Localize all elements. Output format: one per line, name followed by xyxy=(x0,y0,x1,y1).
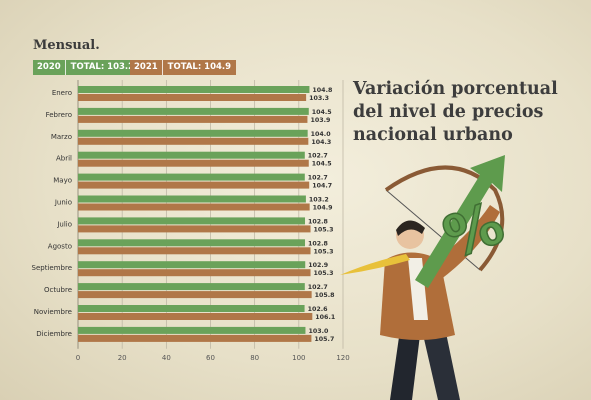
data-label-2020: 104.0 xyxy=(311,131,332,138)
data-label-2021: 105.7 xyxy=(314,336,334,343)
data-label-2021: 103.3 xyxy=(309,95,329,102)
category-label: Mayo xyxy=(53,177,72,185)
leg-left xyxy=(390,330,420,400)
bar-2020 xyxy=(78,107,309,115)
x-tick-label: 120 xyxy=(336,354,349,362)
data-label-2020: 102.8 xyxy=(308,240,328,247)
data-label-2021: 104.3 xyxy=(311,139,331,146)
chart-title: Variación porcentual del nivel de precio… xyxy=(353,78,583,147)
bar-2020 xyxy=(78,86,310,93)
arm xyxy=(430,205,500,280)
bar-2020 xyxy=(78,195,306,203)
title-line-1: Variación porcentual xyxy=(353,79,558,99)
bar-2021 xyxy=(78,94,307,101)
bar-2020 xyxy=(78,261,306,269)
category-label: Agosto xyxy=(48,242,72,250)
category-label: Junio xyxy=(54,199,72,207)
bar-2020 xyxy=(78,305,305,312)
bar-2021 xyxy=(78,269,311,277)
category-label: Octubre xyxy=(44,286,72,294)
bar-2020 xyxy=(78,239,306,247)
x-tick-label: 0 xyxy=(76,354,80,362)
legend-2020: 2020 TOTAL: 103.2 xyxy=(33,60,140,75)
x-tick-label: 20 xyxy=(118,354,127,362)
legend-2021-total: TOTAL: 104.9 xyxy=(161,60,236,75)
bar-2021 xyxy=(78,159,309,167)
data-label-2021: 105.3 xyxy=(314,270,334,277)
data-label-2021: 104.9 xyxy=(313,205,333,212)
data-label-2020: 104.5 xyxy=(312,109,332,116)
bar-2021 xyxy=(78,334,312,342)
category-label: Abril xyxy=(56,155,72,163)
hair xyxy=(396,220,425,236)
data-label-2020: 102.9 xyxy=(308,262,328,269)
data-label-2020: 102.6 xyxy=(308,306,329,313)
legend-2020-total: TOTAL: 103.2 xyxy=(64,60,139,75)
legend-2021-year: 2021 xyxy=(134,62,158,72)
bar-2020 xyxy=(78,217,306,225)
category-label: Noviembre xyxy=(34,308,72,316)
data-label-2020: 104.8 xyxy=(312,87,332,94)
leg-right xyxy=(422,328,460,400)
category-label: Febrero xyxy=(46,111,72,119)
data-label-2021: 106.1 xyxy=(315,314,335,321)
bar-2021 xyxy=(78,115,308,123)
data-label-2021: 105.3 xyxy=(314,226,334,233)
bar-2021 xyxy=(78,313,313,320)
data-label-2020: 102.8 xyxy=(308,218,328,225)
bar-2020 xyxy=(78,173,305,181)
legend-2020-year: 2020 xyxy=(37,62,61,72)
data-label-2021: 103.9 xyxy=(310,117,330,124)
x-tick-label: 80 xyxy=(250,354,259,362)
tie xyxy=(340,254,410,275)
data-label-2021: 104.5 xyxy=(312,161,332,168)
bar-2020 xyxy=(78,151,305,159)
arrow-icon xyxy=(415,155,505,288)
bar-2021 xyxy=(78,137,309,145)
data-label-2020: 103.0 xyxy=(308,328,329,335)
title-line-2: del nivel de precios xyxy=(353,102,544,122)
data-label-2021: 105.3 xyxy=(314,248,334,255)
period-label: Mensual. xyxy=(33,38,100,53)
title-line-3: nacional urbano xyxy=(353,125,513,145)
data-label-2021: 104.7 xyxy=(312,183,332,190)
bar-2020 xyxy=(78,283,305,291)
data-label-2021: 105.8 xyxy=(315,292,335,299)
category-label: Diciembre xyxy=(36,330,72,338)
x-tick-label: 40 xyxy=(162,354,171,362)
bow xyxy=(384,165,505,272)
bar-2020 xyxy=(78,129,308,137)
category-label: Marzo xyxy=(51,133,72,141)
legend-2021: 2021 TOTAL: 104.9 xyxy=(130,60,237,75)
x-tick-label: 60 xyxy=(206,354,215,362)
bar-2021 xyxy=(78,203,310,211)
category-label: Julio xyxy=(56,220,72,228)
data-label-2020: 102.7 xyxy=(308,153,328,160)
bar-2021 xyxy=(78,181,310,189)
category-label: Enero xyxy=(52,89,72,97)
x-tick-label: 100 xyxy=(292,354,305,362)
bar-2021 xyxy=(78,225,311,233)
bar-2021 xyxy=(78,247,311,255)
data-label-2020: 103.2 xyxy=(309,197,329,204)
businessman-with-bow-and-percent-arrow-icon: % xyxy=(340,155,513,400)
data-label-2020: 102.7 xyxy=(308,175,328,182)
bar-2020 xyxy=(78,326,306,334)
bar-2021 xyxy=(78,291,312,299)
category-label: Septiembre xyxy=(32,264,72,272)
data-label-2020: 102.7 xyxy=(308,284,328,291)
